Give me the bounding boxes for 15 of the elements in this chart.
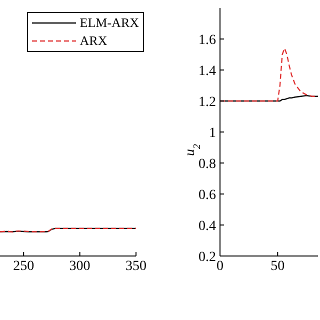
y-tick-label: 0.2 bbox=[198, 250, 216, 265]
x-tick-label: 250 bbox=[13, 258, 34, 274]
x-tick-label: 300 bbox=[69, 258, 90, 274]
y-tick-label: 1.4 bbox=[198, 64, 216, 79]
y-tick-label: 0.6 bbox=[198, 188, 216, 203]
legend-label: ARX bbox=[80, 32, 108, 50]
x-tick-label: 350 bbox=[126, 258, 146, 274]
y-tick-label: 1 bbox=[209, 126, 216, 141]
y-tick-label: 0.8 bbox=[198, 156, 216, 172]
x-tick-label: 50 bbox=[270, 258, 285, 274]
y-tick-label: 0.4 bbox=[198, 218, 216, 234]
legend-label: ELM-ARX bbox=[80, 14, 139, 32]
y-tick-label: 1.2 bbox=[198, 94, 216, 110]
y-tick-label: 1.6 bbox=[198, 32, 216, 48]
x-tick-label: 0 bbox=[216, 258, 224, 274]
